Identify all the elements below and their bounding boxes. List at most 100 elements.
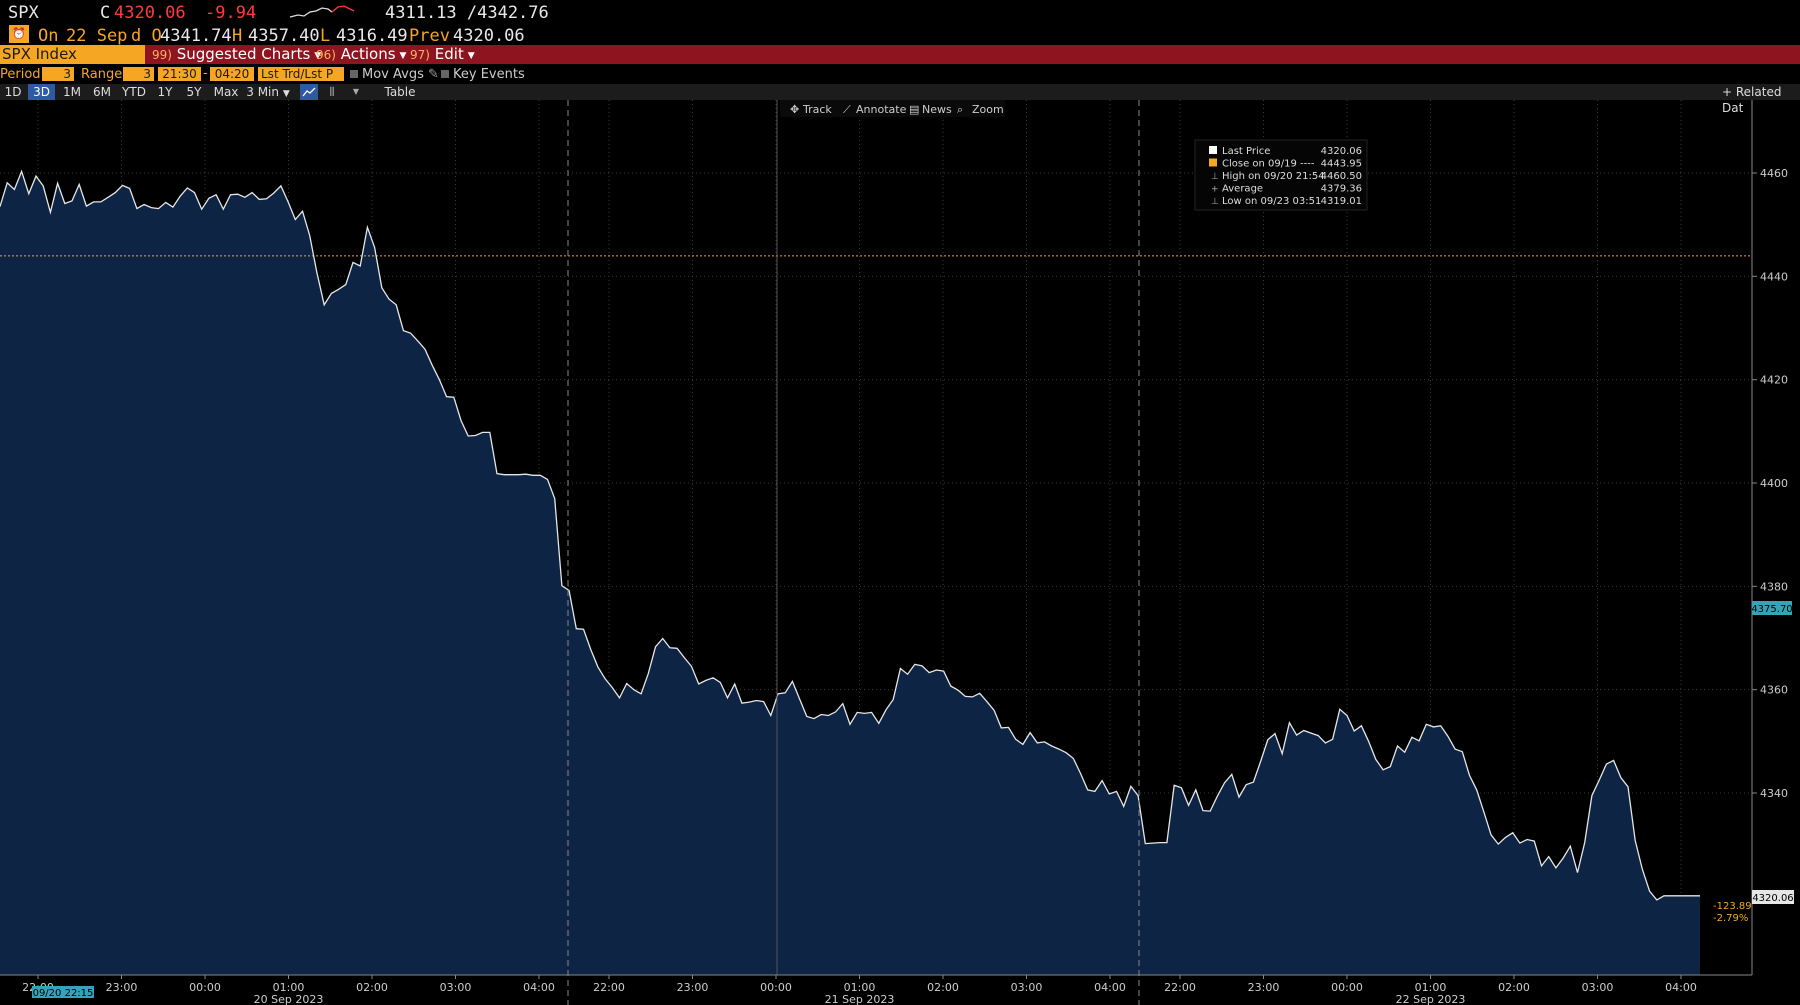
bar-chart-icon[interactable]: ⫴	[329, 85, 335, 99]
x-tick-label: 03:00	[440, 981, 472, 994]
x-tick-label: 23:00	[677, 981, 709, 994]
on-label: On	[38, 26, 59, 46]
x-tick-label: 23:00	[1248, 981, 1280, 994]
menu-label: Suggested Charts	[176, 45, 311, 63]
y-tick-label: 4400	[1760, 477, 1788, 490]
period-ytd[interactable]: YTD	[122, 85, 146, 99]
x-tick-label: 02:00	[356, 981, 388, 994]
x-tick-label: 00:00	[1331, 981, 1363, 994]
alert-icon[interactable]: ⏰	[9, 25, 29, 43]
checkbox-icon	[350, 70, 358, 78]
period-5y[interactable]: 5Y	[186, 85, 202, 99]
y-tick-label: 4360	[1760, 684, 1788, 697]
price-mode-dropdown[interactable]: Lst Trd/Lst P	[258, 67, 344, 81]
actions-menu[interactable]: 96) Actions ▼	[316, 45, 406, 64]
zoom-button[interactable]: Zoom	[972, 103, 1004, 116]
x-tick-label: 04:00	[1665, 981, 1697, 994]
chart-type-caret-icon[interactable]: ▼	[352, 87, 360, 96]
price-line	[0, 169, 1700, 901]
period-6m[interactable]: 6M	[93, 85, 111, 99]
key-events-toggle[interactable]: Key Events	[441, 67, 525, 82]
table-button[interactable]: Table	[384, 85, 416, 99]
interval-label: 3 Min	[246, 85, 279, 99]
low-label: L	[320, 26, 331, 46]
y-tick-label: 4380	[1760, 580, 1788, 593]
last-price: 4320.06	[114, 3, 186, 23]
mov-avgs-toggle[interactable]: Mov Avgs ✎	[350, 67, 439, 82]
right-badges: 4375.70 4320.06 -123.89 -2.79%	[1713, 601, 1794, 924]
key-events-label: Key Events	[453, 67, 525, 82]
track-button[interactable]: Track	[802, 103, 832, 116]
net-change: -9.94	[205, 3, 257, 23]
period-1m[interactable]: 1M	[63, 85, 81, 99]
x-tick-label: 23:00	[106, 981, 138, 994]
related-data-button[interactable]: + Related Dat	[1722, 84, 1800, 115]
time-to-field[interactable]: 04:20	[210, 67, 254, 81]
x-tick-label: 00:00	[189, 981, 221, 994]
prev-value: 4320.06	[453, 26, 525, 46]
change-pct-label: -2.79%	[1713, 913, 1748, 924]
low-value: 4316.49	[336, 26, 408, 46]
last-price-badge	[1752, 890, 1794, 904]
menu-number: 96)	[316, 48, 336, 62]
high-label: H	[232, 26, 243, 46]
cursor-date-badge	[32, 986, 94, 998]
line-chart-icon[interactable]	[300, 84, 318, 100]
pencil-icon[interactable]: ✎	[428, 67, 439, 82]
zoom-icon[interactable]: ⌕	[957, 103, 963, 116]
x-tick-label: 01:00	[1415, 981, 1447, 994]
time-from-field[interactable]: 21:30	[158, 67, 201, 81]
x-tick-label: 01:00	[273, 981, 305, 994]
chart-toolbar-bg	[780, 100, 1005, 117]
price-area	[0, 171, 1700, 975]
period-field[interactable]: 3	[42, 67, 74, 81]
caret-down-icon: ▼	[282, 89, 290, 99]
legend-label: Close on 09/19 ----	[1222, 159, 1315, 170]
track-icon[interactable]: ✥	[790, 103, 799, 116]
legend-rows: Last Price 4320.06 Close on 09/19 ---- 4443…	[1209, 146, 1362, 207]
x-tick-label: 03:00	[1011, 981, 1043, 994]
period-1d[interactable]: 1D	[4, 85, 22, 99]
period-label: Period	[0, 67, 41, 82]
news-icon[interactable]: ▤	[909, 103, 919, 116]
edit-menu[interactable]: 97) Edit ▼	[410, 45, 475, 64]
legend-value: 4319.01	[1321, 196, 1362, 207]
price-chart[interactable]: 4340 4360 4380 4400 4420 4440 4460 22:00 23:00 0…	[0, 100, 1800, 1005]
legend-value: 4443.95	[1321, 159, 1362, 170]
range-field[interactable]: 3	[123, 67, 154, 81]
legend: Last Price 4320.06 Close on 09/19 ---- 4443…	[1194, 139, 1368, 211]
range-dash: -	[203, 66, 208, 81]
interval-dropdown[interactable]: 3 Min ▼	[246, 84, 290, 100]
prev-label: Prev	[409, 26, 450, 46]
x-tick-label: 03:00	[1582, 981, 1614, 994]
legend-swatch	[1209, 146, 1217, 154]
caret-down-icon: ▼	[399, 51, 407, 61]
security-input[interactable]: SPX Index	[0, 45, 145, 64]
chart-toolbar: ✥ Track ⟋ Annotate ▤ News ⌕ Zoom	[780, 100, 1005, 117]
y-tick-label: 4340	[1760, 787, 1788, 800]
high-value: 4357.40	[248, 26, 320, 46]
mov-avgs-label: Mov Avgs	[362, 67, 424, 82]
legend-marker-icon: +	[1211, 185, 1219, 195]
annotate-icon[interactable]: ⟋	[843, 103, 851, 116]
period-1y[interactable]: 1Y	[157, 85, 173, 99]
y-tick-label: 4460	[1760, 167, 1788, 180]
annotate-button[interactable]: Annotate	[856, 103, 907, 116]
news-button[interactable]: News	[922, 103, 952, 116]
suggested-charts-menu[interactable]: 99) Suggested Charts ▼	[152, 45, 321, 64]
bid-ask: 4311.13 /4342.76	[385, 3, 549, 23]
x-tick-label: 00:00	[760, 981, 792, 994]
period-3d[interactable]: 3D	[28, 84, 55, 100]
open-value: 4341.74	[160, 26, 232, 46]
x-tick-label: 22:00	[1164, 981, 1196, 994]
chart-controls: Period 3 Range 3 21:30 - 04:20 Lst Trd/L…	[0, 66, 1800, 83]
legend-label: High on 09/20 21:54	[1222, 171, 1325, 182]
x-tick-label: 22:00	[593, 981, 625, 994]
period-max[interactable]: Max	[213, 85, 239, 99]
ticker-symbol[interactable]: SPX	[8, 3, 39, 23]
last-price-badge-value: 4320.06	[1752, 893, 1793, 904]
related-data-label: Related Dat	[1722, 85, 1782, 115]
average-badge	[1752, 601, 1792, 615]
change-abs-label: -123.89	[1713, 901, 1752, 912]
range-label: Range	[81, 67, 123, 82]
